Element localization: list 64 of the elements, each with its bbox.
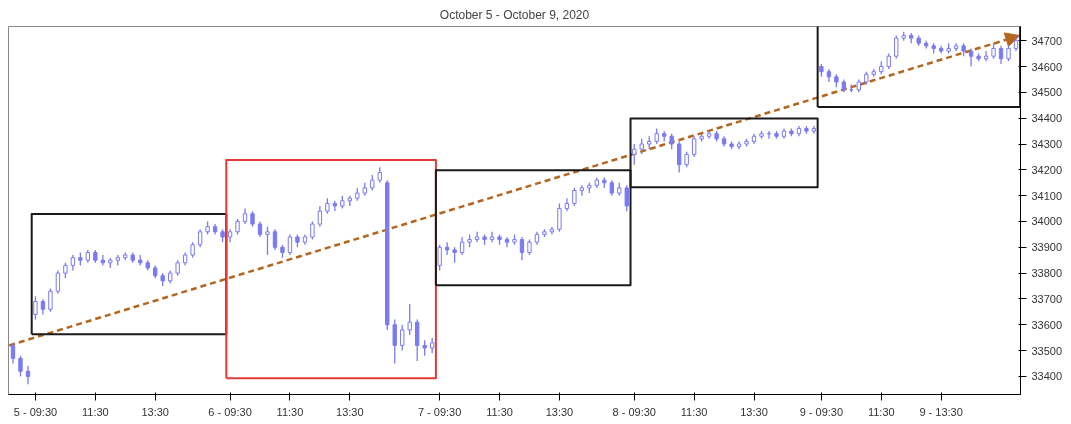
candlestick <box>437 244 442 272</box>
candlestick <box>400 324 405 352</box>
y-tick-label: 34700 <box>1031 34 1063 47</box>
y-tick-label: 34100 <box>1031 189 1063 202</box>
candlestick <box>197 228 203 248</box>
candlestick <box>691 135 697 158</box>
x-tick-label: 8 - 09:30 <box>612 405 656 418</box>
candlestick <box>265 225 270 256</box>
y-tick-label: 34300 <box>1031 138 1063 150</box>
candlestick <box>55 269 61 295</box>
candlestick <box>332 200 338 212</box>
candlestick <box>459 236 465 256</box>
candlestick <box>489 231 495 243</box>
candlestick <box>572 187 577 207</box>
chart-title: October 5 - October 9, 2020 <box>439 7 590 22</box>
candlestick <box>444 241 450 256</box>
candlestick <box>998 45 1004 65</box>
y-tick-label: 34500 <box>1031 86 1063 99</box>
x-tick-label: 13:30 <box>545 405 574 418</box>
candlestick <box>624 184 629 212</box>
x-tick-label: 5 - 09:30 <box>13 405 58 418</box>
x-tick-label: 11:30 <box>81 405 109 418</box>
y-tick-label: 33600 <box>1031 318 1063 331</box>
candlestick <box>272 228 278 251</box>
y-tick-label: 34400 <box>1031 112 1063 125</box>
x-tick-label: 13:30 <box>740 405 768 418</box>
y-tick-label: 34600 <box>1031 60 1063 73</box>
y-tick-label: 34000 <box>1031 215 1063 228</box>
x-tick-label: 11:30 <box>486 405 513 418</box>
x-tick-label: 13:30 <box>141 405 169 418</box>
candlestick <box>392 318 397 365</box>
x-tick-label: 11:30 <box>276 405 304 418</box>
candlestick <box>287 233 293 256</box>
candlestick <box>10 342 16 365</box>
candlestick <box>317 205 323 228</box>
candlestick <box>676 140 682 174</box>
x-tick-label: 13:30 <box>336 405 364 418</box>
candlestick <box>968 47 974 68</box>
x-tick-label: 11:30 <box>680 405 708 418</box>
y-tick-label: 34200 <box>1031 163 1063 176</box>
y-tick-label: 33500 <box>1031 344 1063 357</box>
y-tick-label: 33700 <box>1031 292 1063 305</box>
candlestick <box>579 184 585 197</box>
x-tick-label: 9 - 13:30 <box>919 405 963 418</box>
candlestick <box>407 303 412 336</box>
candlestick <box>33 295 38 321</box>
candlestick <box>310 220 315 241</box>
x-tick-label: 6 - 09:30 <box>208 405 252 418</box>
candlestick <box>632 143 637 166</box>
candlestick <box>504 236 510 248</box>
candlestick <box>25 365 31 385</box>
y-tick-label: 33900 <box>1031 241 1063 254</box>
candlestick <box>18 355 23 378</box>
candlestick <box>415 318 420 362</box>
candlestick <box>519 236 525 261</box>
candlestick <box>48 287 53 313</box>
candlestick <box>557 202 562 233</box>
x-tick-label: 11:30 <box>867 405 895 418</box>
x-tick-label: 7 - 09:30 <box>417 405 462 418</box>
y-tick-label: 33400 <box>1031 370 1063 383</box>
x-tick-label: 9 - 09:30 <box>799 405 844 418</box>
candlestick <box>474 231 480 243</box>
y-tick-label: 33800 <box>1031 267 1063 280</box>
candlestick <box>894 34 899 60</box>
